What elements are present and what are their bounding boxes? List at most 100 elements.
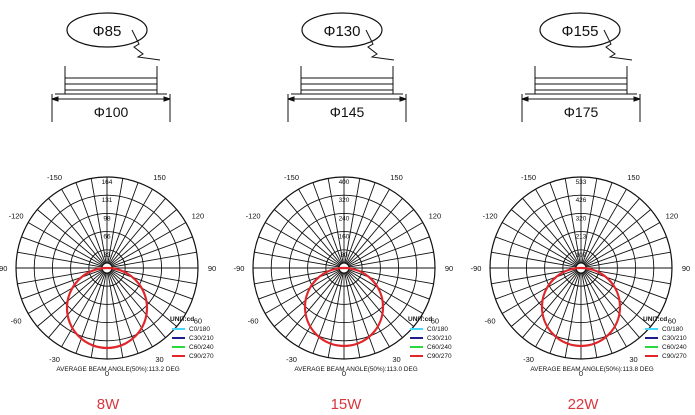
angle-label: 150 — [627, 173, 640, 182]
leader-zigzag — [365, 29, 395, 61]
grid-spoke — [347, 209, 414, 266]
power-label: 22W — [568, 396, 600, 413]
angle-label: 0 — [105, 369, 109, 378]
grid-spoke — [27, 270, 103, 314]
angle-label: 120 — [666, 212, 679, 221]
grid-spoke — [348, 268, 434, 285]
grid-spoke — [346, 198, 403, 265]
radial-tick-label: 164 — [102, 179, 113, 186]
angle-label: 150 — [390, 173, 403, 182]
radial-tick-label: 80 — [340, 252, 348, 259]
grid-spoke — [583, 188, 627, 264]
power-label: 15W — [331, 396, 363, 413]
outer-diameter-label: Φ145 — [330, 104, 365, 120]
legend-item-label: C30/210 — [662, 335, 687, 342]
grid-spoke — [37, 209, 104, 266]
legend-unit-label: UNIT:cd — [408, 316, 432, 323]
radial-tick-label: 320 — [339, 197, 350, 204]
panel-8w: Φ85 Φ100 164 131 98 66 33 -150 -120 -90 -60 -30 0 3… — [0, 12, 216, 413]
grid-spoke — [37, 270, 104, 327]
polar-chart: 533 426 320 213 107 -150 -120 -90 -60 -30 0 30 60 90 1… — [471, 173, 691, 378]
legend-item-label: C60/240 — [427, 344, 452, 351]
grid-spoke — [48, 198, 105, 265]
cutout-label: Φ155 — [562, 23, 599, 40]
angle-label: 60 — [431, 317, 439, 326]
grid-spoke — [258, 269, 340, 300]
grid-spoke — [258, 236, 340, 267]
radial-tick-label: 107 — [576, 252, 587, 259]
grid-spoke — [17, 251, 103, 268]
radial-tick-label: 240 — [339, 215, 350, 222]
grid-spoke — [495, 269, 577, 300]
grid-spoke — [583, 271, 640, 338]
grid-spoke — [583, 198, 640, 265]
grid-spoke — [109, 272, 153, 348]
grid-spoke — [585, 269, 667, 300]
grid-spoke — [585, 236, 667, 267]
legend-item-label: C90/270 — [189, 353, 214, 360]
grid-spoke — [582, 182, 613, 264]
legend-unit-label: UNIT:cd — [643, 316, 667, 323]
legend-item-label: C60/240 — [189, 344, 214, 351]
legend-item-label: C0/180 — [189, 326, 210, 333]
legend-item-label: C30/210 — [189, 335, 214, 342]
grid-spoke — [535, 272, 579, 348]
grid-spoke — [583, 272, 627, 348]
grid-spoke — [111, 222, 187, 266]
radial-tick-label: 320 — [576, 215, 587, 222]
angle-label: -150 — [47, 173, 62, 182]
grid-spoke — [491, 251, 577, 268]
fixture-side-view — [51, 66, 171, 122]
leader-zigzag — [131, 29, 161, 61]
grid-spoke — [345, 272, 376, 354]
angle-label: -90 — [234, 264, 245, 273]
fixture-side-view — [287, 66, 407, 122]
grid-spoke — [344, 178, 361, 264]
grid-spoke — [347, 270, 414, 327]
grid-spoke — [564, 178, 581, 264]
grid-spoke — [274, 270, 341, 327]
angle-label: -120 — [483, 212, 498, 221]
grid-spoke — [109, 198, 166, 265]
grid-spoke — [582, 272, 613, 354]
grid-spoke — [111, 270, 187, 314]
grid-spoke — [109, 271, 166, 338]
angle-label: 0 — [342, 369, 346, 378]
grid-spoke — [61, 272, 105, 348]
grid-spoke — [585, 268, 671, 285]
legend-item-label: C90/270 — [662, 353, 687, 360]
angle-label: 30 — [392, 355, 400, 364]
grid-spoke — [107, 272, 124, 358]
legend-item-label: C60/240 — [662, 344, 687, 351]
radial-tick-label: 400 — [339, 179, 350, 186]
angle-label: 120 — [192, 212, 205, 221]
grid-spoke — [90, 272, 107, 358]
legend-item-label: C30/210 — [427, 335, 452, 342]
grid-spoke — [264, 270, 340, 314]
grid-spoke — [346, 272, 390, 348]
grid-spoke — [107, 178, 124, 264]
angle-label: -120 — [9, 212, 24, 221]
grid-spoke — [585, 222, 661, 266]
grid-spoke — [75, 182, 106, 264]
grid-spoke — [522, 271, 579, 338]
grid-spoke — [348, 251, 434, 268]
grid-spoke — [108, 182, 139, 264]
grid-spoke — [491, 268, 577, 285]
grid-spoke — [346, 188, 390, 264]
angle-label: 0 — [579, 369, 583, 378]
grid-spoke — [585, 270, 661, 314]
angle-label: 150 — [153, 173, 166, 182]
angle-label: -90 — [0, 264, 7, 273]
beam-angle-text: AVERAGE BEAM ANGLE(50%):113.8 DEG — [530, 366, 653, 373]
grid-spoke — [21, 269, 103, 300]
grid-spoke — [581, 178, 598, 264]
legend: UNIT:cd C0/180 C30/210 C60/240 C90/270 — [170, 316, 214, 360]
power-label: 8W — [97, 396, 120, 413]
grid-spoke — [111, 251, 197, 268]
angle-label: 30 — [155, 355, 163, 364]
grid-spoke — [111, 269, 193, 300]
grid-spoke — [109, 188, 153, 264]
cutout-label: Φ85 — [93, 23, 122, 40]
legend-unit-label: UNIT:cd — [170, 316, 194, 323]
